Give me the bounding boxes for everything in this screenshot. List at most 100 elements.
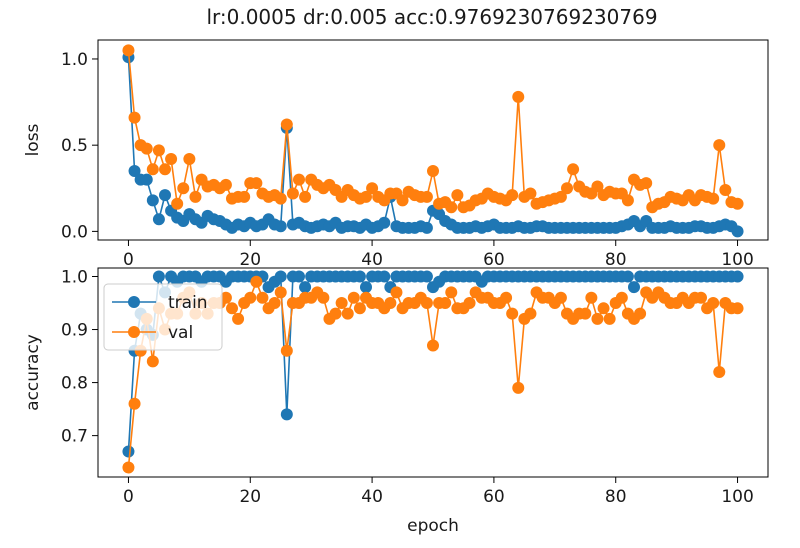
point-train [152, 213, 165, 226]
point-val [615, 291, 628, 304]
point-val [250, 275, 263, 288]
point-val [183, 152, 196, 165]
point-val [238, 190, 251, 203]
legend-marker-train [128, 296, 140, 308]
point-val [719, 184, 732, 196]
point-val [219, 178, 232, 191]
point-val [317, 291, 330, 304]
point-val [506, 307, 519, 320]
x-axis-label: epoch [407, 516, 459, 536]
point-train [293, 270, 305, 283]
point-train [159, 189, 171, 202]
point-val [463, 297, 476, 310]
point-train [140, 173, 153, 186]
x-tick-label: 20 [239, 487, 261, 507]
point-val [165, 152, 178, 165]
point-val [731, 302, 744, 315]
point-train [128, 165, 141, 178]
point-val [189, 190, 202, 203]
point-val [524, 307, 537, 320]
point-val [128, 111, 141, 124]
point-val [634, 307, 647, 320]
point-val [280, 118, 293, 131]
point-val [445, 201, 458, 214]
y-tick-label: 0.8 [61, 374, 88, 394]
point-val [353, 302, 366, 315]
point-val [390, 286, 403, 299]
point-train [274, 270, 287, 283]
point-val [329, 307, 342, 320]
point-val [420, 297, 433, 310]
point-train [731, 225, 744, 238]
point-train [280, 408, 293, 421]
point-val [384, 297, 397, 310]
point-val [122, 44, 135, 57]
y-tick-label: 0.9 [61, 321, 88, 341]
point-val [585, 291, 598, 304]
y-axis-label: accuracy [23, 334, 43, 411]
point-val [597, 302, 610, 315]
point-val [713, 139, 726, 152]
point-val [226, 302, 238, 315]
y-tick-label: 1.0 [61, 50, 88, 70]
point-val [445, 286, 458, 299]
point-val [146, 355, 159, 368]
point-val [567, 163, 580, 176]
point-val [554, 190, 567, 203]
point-val [591, 312, 604, 325]
point-val [293, 173, 305, 186]
point-val [579, 307, 592, 320]
point-train [420, 270, 433, 283]
point-val [347, 291, 360, 304]
x-tick-label: 60 [483, 250, 505, 270]
x-tick-label: 40 [361, 250, 383, 270]
point-val [341, 307, 354, 320]
x-tick-label: 100 [721, 487, 753, 507]
loss-panel: 0 20 40 60 80 100 0.0 0.5 1.0 loss [23, 39, 769, 270]
point-val [640, 177, 653, 190]
point-train [621, 270, 634, 283]
point-train [378, 270, 391, 283]
point-val [335, 297, 348, 310]
y-axis-label: loss [23, 123, 43, 156]
accuracy-panel: 0 20 40 60 80 100 0.7 0.8 0.9 1.0 accuracy epoch tra… [23, 267, 769, 536]
x-tick-label: 0 [123, 250, 134, 270]
axes-frame [97, 267, 769, 478]
point-val [707, 297, 720, 310]
point-train [360, 281, 372, 294]
axes-frame [97, 39, 769, 241]
point-val [731, 197, 744, 210]
point-val [591, 180, 604, 193]
point-train [378, 216, 391, 229]
point-val [219, 291, 232, 304]
point-val [280, 344, 293, 357]
x-tick-label: 100 [721, 250, 753, 270]
point-val [274, 192, 287, 205]
point-val [427, 339, 439, 352]
point-val [232, 312, 245, 325]
point-val [177, 182, 190, 195]
y-tick-label: 0.7 [61, 427, 88, 447]
point-val [713, 365, 726, 378]
x-tick-label: 80 [605, 250, 627, 270]
legend-label-val: val [168, 323, 193, 343]
point-val [250, 177, 263, 190]
x-tick-label: 80 [605, 487, 627, 507]
point-val [427, 165, 439, 178]
point-val [274, 286, 287, 299]
y-tick-label: 1.0 [61, 267, 88, 287]
point-val [268, 297, 281, 310]
point-val [506, 189, 519, 202]
point-val [603, 312, 616, 325]
point-val [140, 142, 153, 155]
point-val [171, 197, 184, 210]
point-train [152, 270, 165, 283]
y-tick-label: 0.0 [61, 222, 88, 242]
point-val [621, 194, 634, 207]
point-val [360, 190, 372, 203]
point-val [512, 381, 525, 394]
figure-title: lr:0.0005 dr:0.005 acc:0.976923076923076… [206, 5, 657, 29]
point-val [512, 90, 525, 103]
point-val [366, 182, 379, 195]
